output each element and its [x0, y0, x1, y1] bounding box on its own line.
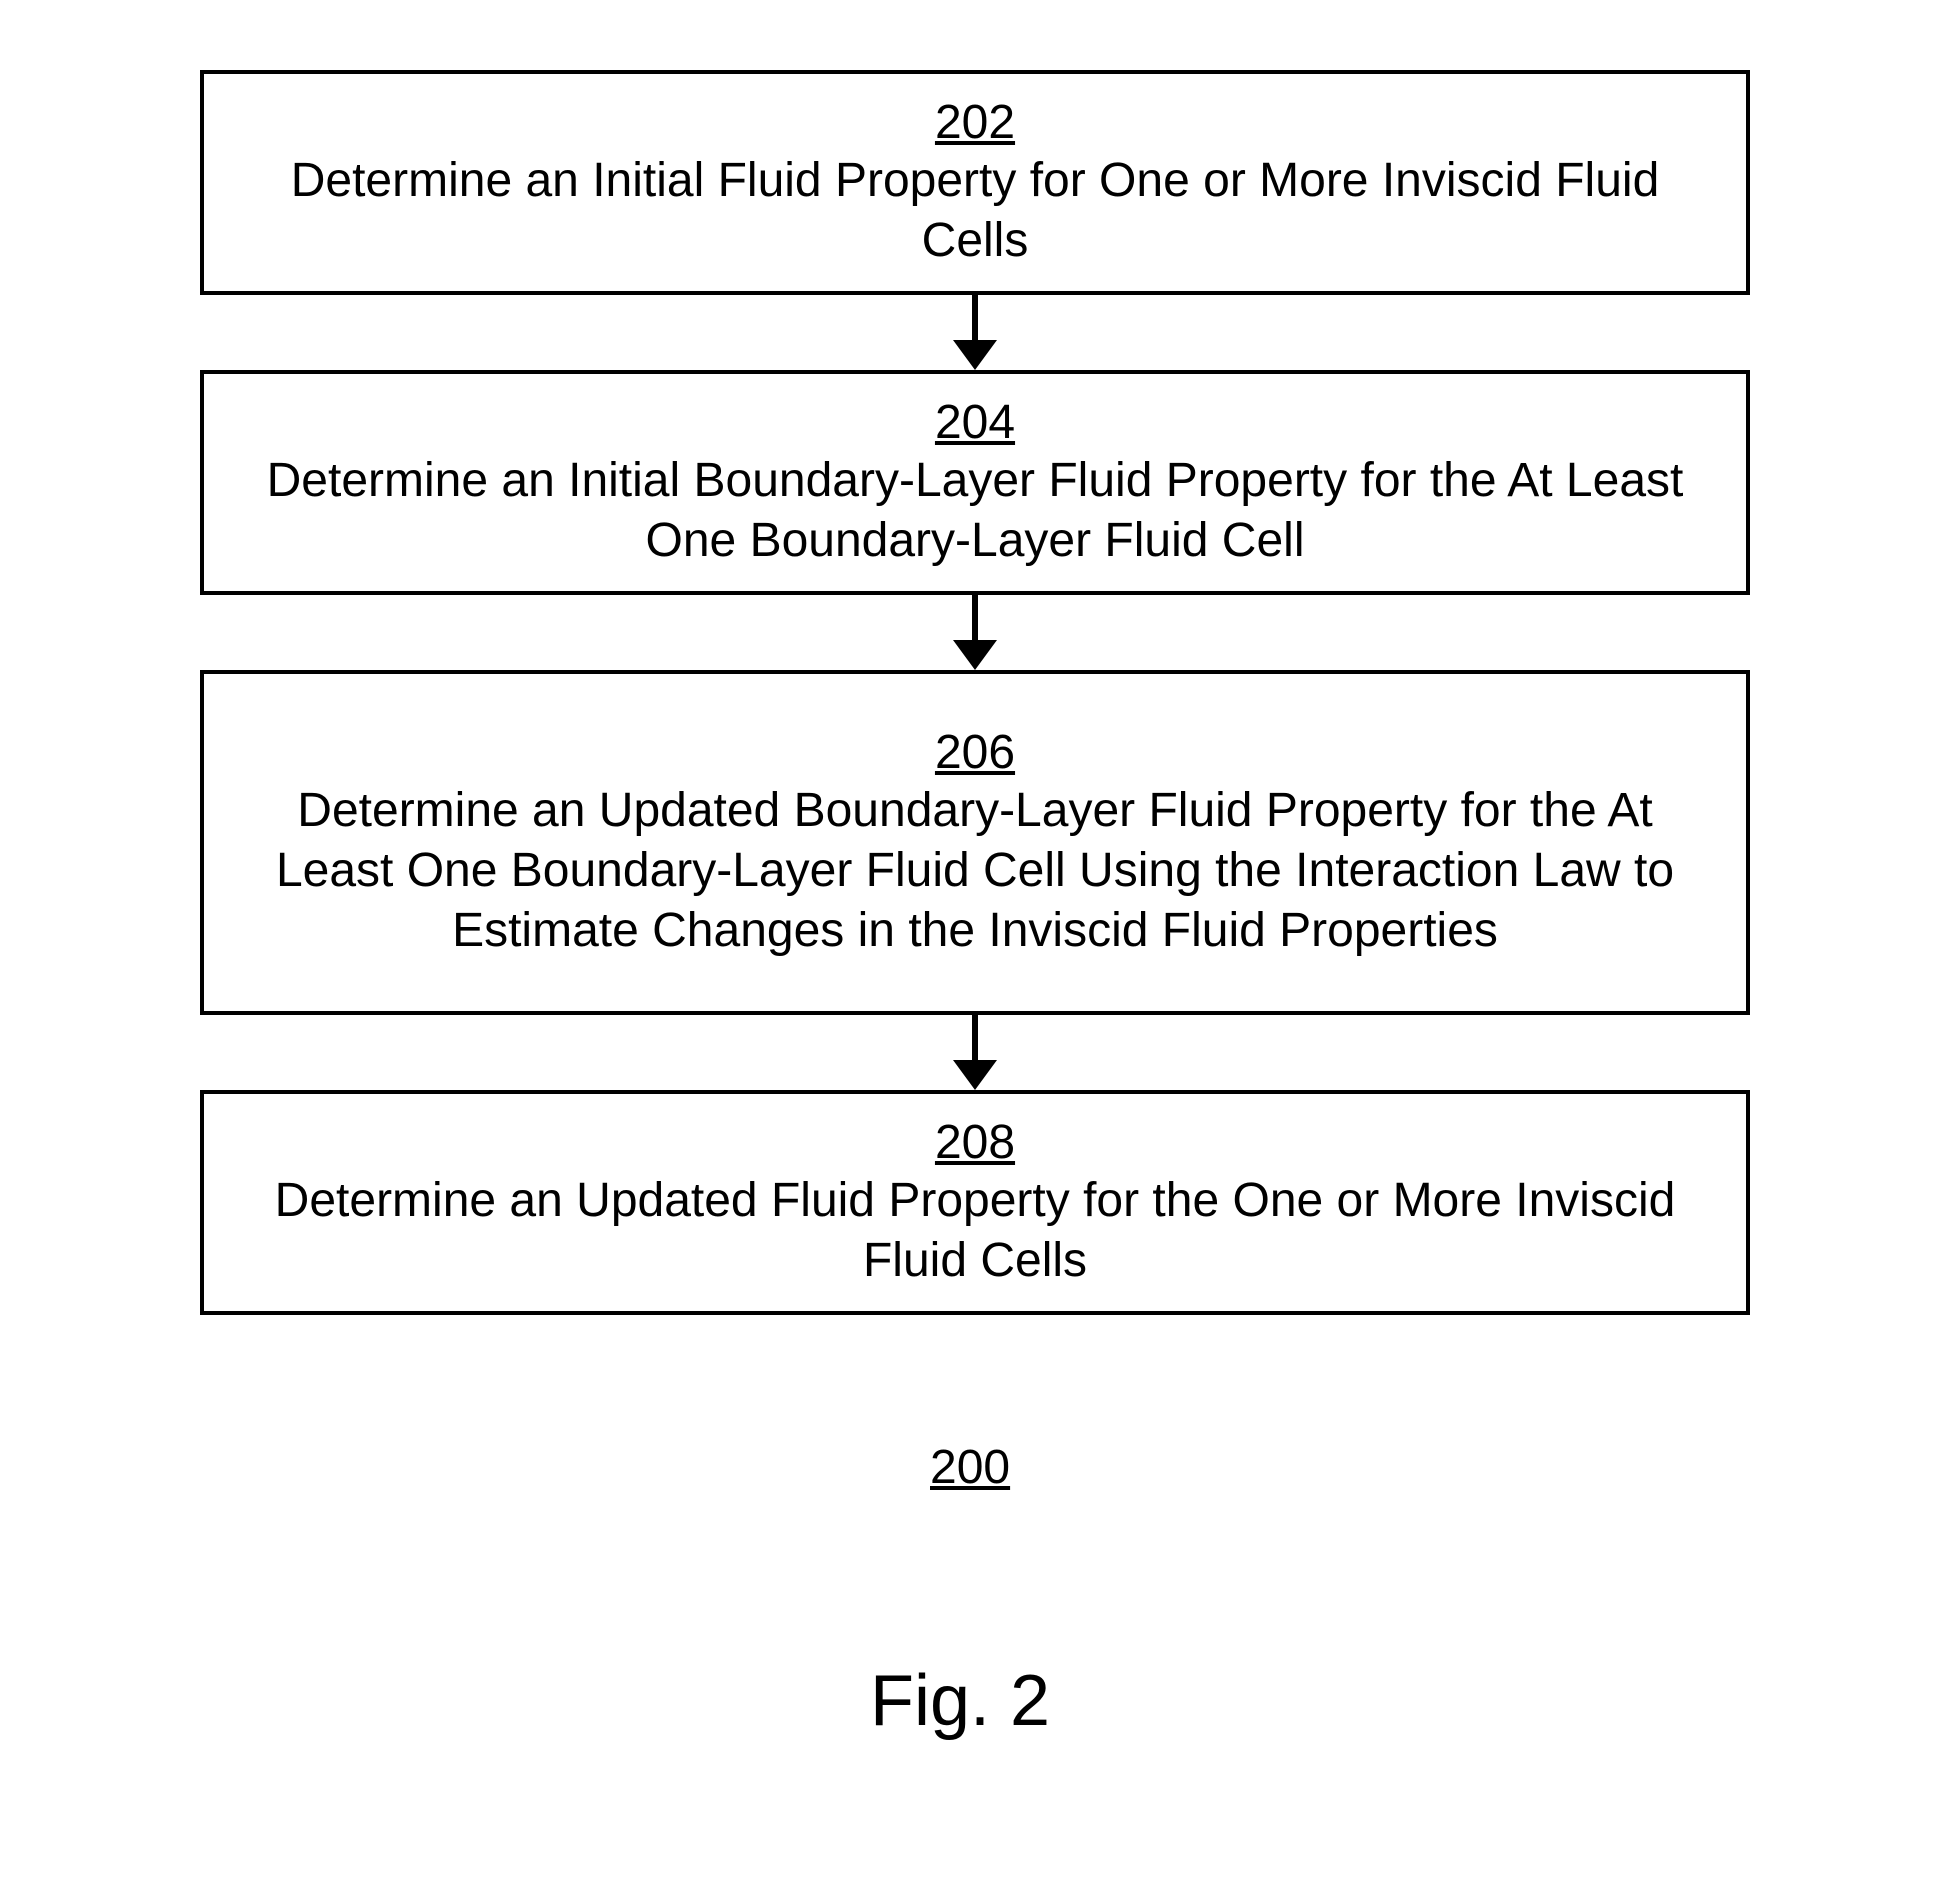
- flow-step-number: 202: [935, 94, 1015, 152]
- arrow-icon: [945, 1015, 1005, 1090]
- flow-step-text: Determine an Updated Fluid Property for …: [234, 1171, 1716, 1291]
- flow-step-text: Determine an Initial Boundary-Layer Flui…: [234, 451, 1716, 571]
- diagram-number: 200: [930, 1440, 1010, 1495]
- flow-step-208: 208 Determine an Updated Fluid Property …: [200, 1090, 1750, 1315]
- flow-step-206: 206 Determine an Updated Boundary-Layer …: [200, 670, 1750, 1015]
- flowchart-canvas: 202 Determine an Initial Fluid Property …: [0, 0, 1950, 1883]
- flow-step-202: 202 Determine an Initial Fluid Property …: [200, 70, 1750, 295]
- flow-step-number: 204: [935, 394, 1015, 452]
- flow-step-number: 206: [935, 724, 1015, 782]
- flow-step-text: Determine an Initial Fluid Property for …: [234, 151, 1716, 271]
- flow-step-number: 208: [935, 1114, 1015, 1172]
- arrow-icon: [945, 595, 1005, 670]
- figure-label: Fig. 2: [870, 1660, 1050, 1742]
- flow-step-204: 204 Determine an Initial Boundary-Layer …: [200, 370, 1750, 595]
- arrow-icon: [945, 295, 1005, 370]
- flow-step-text: Determine an Updated Boundary-Layer Flui…: [234, 781, 1716, 961]
